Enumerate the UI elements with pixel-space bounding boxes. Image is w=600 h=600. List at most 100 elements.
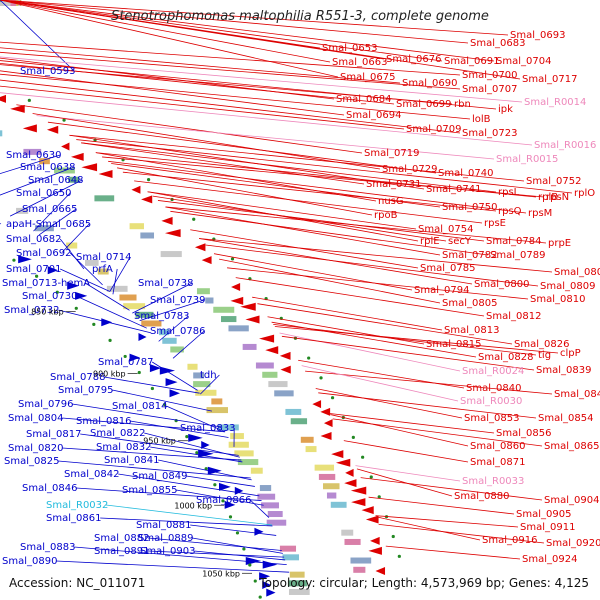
reverse-gene-arrow[interactable] <box>81 163 98 172</box>
gene-label-left[interactable]: Smal_0738 <box>138 278 193 289</box>
gene-label-right[interactable]: Smal_0813 <box>444 325 499 336</box>
gene-label-left[interactable]: Smal_0714 <box>76 252 131 263</box>
gene-label-right[interactable]: ipk <box>498 104 513 115</box>
gene-label-right[interactable]: rpsE <box>484 218 506 229</box>
gene-label-right[interactable]: rpoB <box>374 210 398 221</box>
reverse-gene-arrow[interactable] <box>345 468 354 477</box>
forward-gene-arrow[interactable] <box>18 255 32 264</box>
gene-label-right[interactable]: Smal_0731 <box>366 179 421 190</box>
reverse-gene-arrow[interactable] <box>161 216 173 225</box>
gene-label-left[interactable]: Smal_0788 <box>50 372 105 383</box>
gene-label-right[interactable]: Smal_0784 <box>486 236 541 247</box>
gene-label-right[interactable]: Smal_0717 <box>522 74 577 85</box>
gene-label-left[interactable]: Smal_0814 <box>112 401 167 412</box>
gene-label-right[interactable]: Smal_0826 <box>514 339 569 350</box>
reverse-gene-arrow[interactable] <box>259 334 275 343</box>
gene-label-left[interactable]: Smal_0630 <box>6 150 61 161</box>
forward-gene-arrow[interactable] <box>201 441 210 450</box>
forward-gene-arrow[interactable] <box>159 366 176 375</box>
gene-label-right[interactable]: Smal_0754 <box>418 224 473 235</box>
gene-label-right[interactable]: rplB <box>538 192 558 203</box>
gene-label-left[interactable]: Smal_0825 <box>4 456 59 467</box>
gene-label-right[interactable]: Smal_0723 <box>462 128 517 139</box>
gene-label-left[interactable]: Smal_0841 <box>104 455 159 466</box>
gene-label-left[interactable]: Smal_0833 <box>180 423 235 434</box>
reverse-gene-arrow[interactable] <box>320 431 332 440</box>
forward-gene-arrow[interactable] <box>47 266 59 275</box>
gene-label-right[interactable]: Smal_0684 <box>336 94 391 105</box>
gene-label-left[interactable]: Smal_0650 <box>16 188 71 199</box>
gene-label-right[interactable]: Smal_0865 <box>544 441 599 452</box>
forward-gene-arrow[interactable] <box>219 482 231 491</box>
reverse-gene-arrow[interactable] <box>279 351 291 360</box>
reverse-gene-arrow[interactable] <box>375 567 386 576</box>
reverse-gene-arrow[interactable] <box>323 419 333 428</box>
gene-label-right[interactable]: Smal_0794 <box>414 285 469 296</box>
forward-gene-arrow[interactable] <box>169 389 180 398</box>
gene-label-right[interactable]: rplO <box>574 188 595 199</box>
forward-gene-arrow[interactable] <box>129 353 141 362</box>
gene-label-right[interactable]: Smal_R0015 <box>496 154 558 165</box>
gene-label-right[interactable]: Smal_0699 <box>396 99 451 110</box>
gene-label-right[interactable]: Smal_0675 <box>340 72 395 83</box>
forward-gene-arrow[interactable] <box>149 364 161 373</box>
gene-label-right[interactable]: Smal_0856 <box>496 428 551 439</box>
reverse-gene-arrow[interactable] <box>245 315 260 324</box>
gene-label-left[interactable]: Smal_0891 <box>94 546 149 557</box>
gene-label-right[interactable]: Smal_0719 <box>364 148 419 159</box>
reverse-gene-arrow[interactable] <box>331 450 344 459</box>
gene-label-left[interactable]: Smal_0665 <box>22 204 77 215</box>
gene-label-right[interactable]: Smal_0741 <box>426 184 481 195</box>
gene-label-right[interactable]: rpsQ <box>498 206 522 217</box>
gene-label-left[interactable]: Smal_0787 <box>98 357 153 368</box>
gene-label-right[interactable]: Smal_0693 <box>510 30 565 41</box>
gene-label-right[interactable]: Smal_0801 <box>554 267 600 278</box>
gene-label-right[interactable]: Smal_0840 <box>466 383 521 394</box>
gene-label-right[interactable]: Smal_0663 <box>332 57 387 68</box>
gene-label-left[interactable]: Smal_0795 <box>58 385 113 396</box>
gene-label-right[interactable]: Smal_0690 <box>402 78 457 89</box>
gene-label-right[interactable]: Smal_0924 <box>522 554 577 565</box>
gene-label-left[interactable]: Smal_0783 <box>134 311 189 322</box>
gene-label-left[interactable]: apaH-Smal_0685 <box>6 219 91 230</box>
reverse-gene-arrow[interactable] <box>231 283 241 292</box>
gene-label-left[interactable]: Smal_0739 <box>150 295 205 306</box>
gene-label-left[interactable]: Smal_R0032 <box>46 500 108 511</box>
gene-label-right[interactable]: Smal_0653 <box>322 43 377 54</box>
gene-label-right[interactable]: Smal_0848 <box>554 389 600 400</box>
gene-label-left[interactable]: Smal_0822 <box>90 428 145 439</box>
gene-label-right[interactable]: Smal_0683 <box>470 38 525 49</box>
gene-label-right[interactable]: Smal_0809 <box>540 281 595 292</box>
gene-label-left[interactable]: Smal_0890 <box>2 556 57 567</box>
gene-label-right[interactable]: Smal_0860 <box>470 441 525 452</box>
gene-label-right[interactable]: Smal_0709 <box>406 124 461 135</box>
gene-label-left[interactable]: Smal_0903 <box>140 546 195 557</box>
reverse-gene-arrow[interactable] <box>164 229 181 238</box>
reverse-gene-arrow[interactable] <box>46 125 59 134</box>
reverse-gene-arrow[interactable] <box>230 296 244 305</box>
reverse-gene-arrow[interactable] <box>320 407 331 416</box>
gene-label-left[interactable]: Smal_0820 <box>8 443 63 454</box>
gene-label-left[interactable]: Smal_0881 <box>136 520 191 531</box>
gene-label-left[interactable]: Smal_0692 <box>16 248 71 259</box>
forward-gene-arrow[interactable] <box>207 466 222 475</box>
gene-label-left[interactable]: Smal_0861 <box>46 513 101 524</box>
gene-label-left[interactable]: Smal_0866 <box>196 495 251 506</box>
gene-label-left[interactable]: Smal_0730 <box>22 291 77 302</box>
gene-label-left[interactable]: Smal_0816 <box>76 416 131 427</box>
gene-label-left[interactable]: prfA <box>92 264 113 275</box>
gene-label-right[interactable]: Smal_0782 <box>442 250 497 261</box>
gene-label-right[interactable]: Smal_0740 <box>438 168 493 179</box>
reverse-gene-arrow[interactable] <box>98 169 113 178</box>
gene-label-right[interactable]: Smal_0853 <box>464 413 519 424</box>
reverse-gene-arrow[interactable] <box>280 365 291 374</box>
reverse-gene-arrow[interactable] <box>10 104 25 113</box>
reverse-gene-arrow[interactable] <box>201 256 212 265</box>
gene-label-right[interactable]: tig <box>538 350 551 361</box>
forward-gene-arrow[interactable] <box>245 556 262 565</box>
reverse-gene-arrow[interactable] <box>22 124 37 133</box>
gene-label-right[interactable]: Smal_0676 <box>386 54 441 65</box>
gene-label-left[interactable]: Smal_0682 <box>6 234 61 245</box>
reverse-gene-arrow[interactable] <box>141 195 153 204</box>
gene-label-right[interactable]: Smal_0854 <box>538 413 593 424</box>
